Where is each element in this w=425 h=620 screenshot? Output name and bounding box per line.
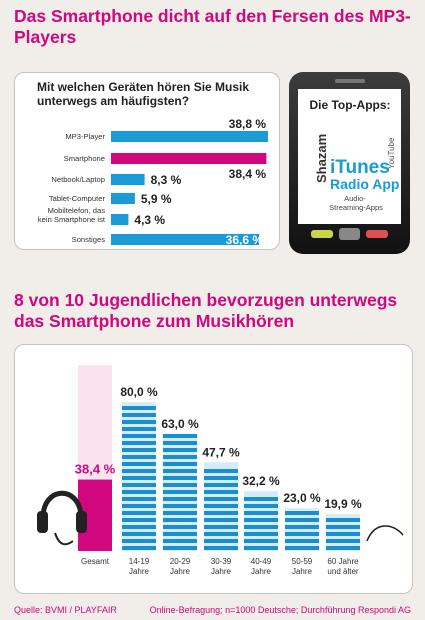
age-value-label: 63,0 % <box>161 417 199 431</box>
age-category-label: 60 Jahre und älter <box>327 557 359 576</box>
device-value-label: 38,4 % <box>229 167 267 181</box>
app-radio: Radio App <box>330 176 399 192</box>
device-bar <box>111 234 260 245</box>
age-value-label: 32,2 % <box>242 474 280 488</box>
device-bar-chart: MP3-Player 38,8 % Smartphone 38,4 % Netbook/… <box>38 117 268 247</box>
device-bar <box>111 174 145 185</box>
streaming-line-2: Streaming-Apps <box>329 203 383 212</box>
device-label: Tablet-Computer <box>49 194 106 203</box>
phone-hardware <box>311 79 388 240</box>
age-value-label: 47,7 % <box>202 445 240 459</box>
device-bar <box>111 131 268 142</box>
device-value-label: 38,8 % <box>229 117 267 131</box>
age-bar <box>204 462 238 551</box>
phone-speaker-icon <box>335 79 365 83</box>
device-label: Netbook/Laptop <box>51 175 105 184</box>
age-bar <box>285 508 319 551</box>
app-itunes: iTunes <box>330 157 390 178</box>
device-bar <box>111 153 267 164</box>
age-bar <box>326 513 360 551</box>
device-label: MP3-Player <box>65 132 105 141</box>
age-value-label: 23,0 % <box>283 491 321 505</box>
device-label: Sonstiges <box>72 235 106 244</box>
device-label: Mobiltelefon, das kein Smartphone ist <box>38 206 106 224</box>
device-value-label: 8,3 % <box>151 173 182 187</box>
smartphone-illustration: Die Top-Apps: Shazam YouTube iTunes Radi… <box>289 72 410 254</box>
age-bar <box>244 491 278 551</box>
age-category-label: Gesamt <box>81 557 110 566</box>
age-category-label: 50-59 Jahre <box>292 557 313 576</box>
phone-key-right <box>366 230 388 238</box>
age-bar-chart: 38,4 % 80,0 % 63,0 %47,7 % 32,2 %23,0 % 19,9… <box>37 365 404 576</box>
top-apps-heading: Die Top-Apps: <box>309 98 390 112</box>
age-category-label: 30-39 Jahre <box>211 557 232 576</box>
device-label: Smartphone <box>64 154 105 163</box>
age-category-label: 14-19 Jahre <box>129 557 150 576</box>
phone-key-left <box>311 230 333 238</box>
phone-home-key <box>339 228 360 240</box>
device-bar <box>111 214 129 225</box>
phone-screen: Die Top-Apps: Shazam YouTube iTunes Radi… <box>298 89 401 224</box>
device-question: Mit welchen Geräten hören Sie Musik unte… <box>37 80 250 108</box>
app-streaming: Audio- Streaming-Apps <box>329 194 383 212</box>
age-value-label: 19,9 % <box>324 497 362 511</box>
app-youtube: YouTube <box>387 137 396 169</box>
device-value-label: 4,3 % <box>134 213 165 227</box>
device-bar <box>111 193 135 204</box>
device-value-label: 5,9 % <box>141 192 172 206</box>
age-bar <box>122 402 156 551</box>
cable-decoration <box>366 525 404 542</box>
headphones-icon <box>37 490 87 546</box>
source-note: Quelle: BVMI / PLAYFAIR <box>14 605 117 615</box>
total-value-label: 38,4 % <box>75 462 116 477</box>
age-bar <box>163 433 197 551</box>
age-value-label: 80,0 % <box>120 385 158 399</box>
survey-note: Online-Befragung; n=1000 Deutsche; Durch… <box>149 605 411 615</box>
app-shazam: Shazam <box>314 134 329 183</box>
device-chart-panel: Mit welchen Geräten hören Sie Musik unte… <box>14 72 280 250</box>
section1-title: Das Smartphone dicht auf den Fersen des … <box>14 6 411 47</box>
section2-title: 8 von 10 Jugendlichen bevorzugen unterwe… <box>14 290 398 331</box>
age-category-label: 40-49 Jahre <box>251 557 272 576</box>
age-category-label: 20-29 Jahre <box>170 557 191 576</box>
age-chart-panel: 38,4 % 80,0 % 63,0 % 47,7 % 32,2 % 23,0 % 19,9… <box>14 344 413 594</box>
top-apps-graphic: Die Top-Apps: Shazam YouTube iTunes Radi… <box>309 98 399 212</box>
streaming-line-1: Audio- <box>344 194 366 203</box>
device-value-label: 36,6 % <box>226 233 264 247</box>
